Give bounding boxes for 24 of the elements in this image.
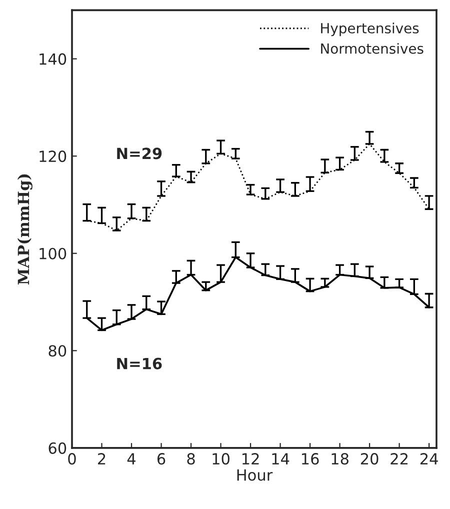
x-tick-label: 18 [332, 453, 348, 465]
x-tick-label: 0 [68, 453, 76, 465]
x-tick-label: 14 [272, 453, 290, 464]
legend-label: Normotensives [321, 43, 424, 54]
annotation: N=29 [117, 148, 162, 160]
x-tick-label: 8 [187, 453, 195, 465]
y-tick-label: 100 [40, 248, 66, 260]
y-tick-label: 140 [40, 53, 66, 65]
x-tick-label: 6 [157, 453, 166, 465]
x-tick-label: 16 [302, 453, 319, 465]
x-tick-label: 10 [212, 453, 230, 465]
x-tick-label: 4 [127, 453, 136, 464]
x-tick-label: 12 [242, 453, 259, 464]
x-tick-label: 22 [390, 453, 408, 464]
x-tick-label: 24 [420, 453, 438, 464]
x-tick-label: 20 [360, 453, 378, 465]
x-axis-title: Hour [237, 469, 273, 481]
y-tick-label: 80 [48, 345, 66, 357]
x-tick-label: 2 [98, 453, 106, 464]
y-tick-label: 120 [40, 150, 66, 162]
legend-label: Hypertensives [321, 22, 419, 36]
y-axis-title: MAP(mmHg) [17, 174, 32, 284]
y-tick-label: 60 [48, 442, 66, 454]
annotation: N=16 [117, 358, 162, 370]
